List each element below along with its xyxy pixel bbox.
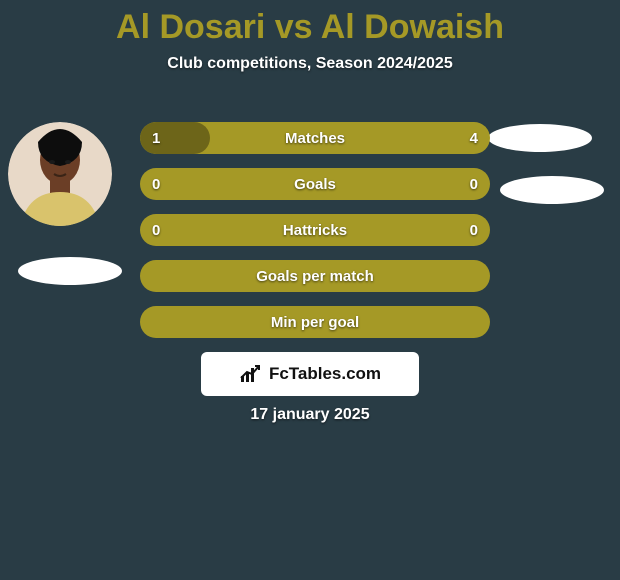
season-subtitle: Club competitions, Season 2024/2025 [0, 55, 620, 73]
logo-text: FcTables.com [269, 364, 381, 384]
fctables-logo: FcTables.com [201, 352, 419, 396]
bar-matches: 1 Matches 4 [140, 122, 490, 154]
comparison-date: 17 january 2025 [0, 406, 620, 424]
player-right-ellipse-1 [488, 124, 592, 152]
player-left-name-ellipse [18, 257, 122, 285]
bar-label: Goals [140, 168, 490, 200]
player-left-avatar [8, 122, 112, 226]
bar-value-right: 0 [470, 214, 478, 246]
bar-label: Matches [140, 122, 490, 154]
player-right-ellipse-2 [500, 176, 604, 204]
bar-label: Min per goal [140, 306, 490, 338]
bar-value-right: 4 [470, 122, 478, 154]
bar-label: Goals per match [140, 260, 490, 292]
bar-hattricks: 0 Hattricks 0 [140, 214, 490, 246]
bar-goals-per-match: Goals per match [140, 260, 490, 292]
bar-value-right: 0 [470, 168, 478, 200]
page-title: Al Dosari vs Al Dowaish [0, 0, 620, 47]
bar-label: Hattricks [140, 214, 490, 246]
comparison-bars: 1 Matches 4 0 Goals 0 0 Hattricks 0 Goal… [140, 122, 490, 352]
bar-min-per-goal: Min per goal [140, 306, 490, 338]
logo-chart-icon [239, 364, 263, 384]
bar-goals: 0 Goals 0 [140, 168, 490, 200]
